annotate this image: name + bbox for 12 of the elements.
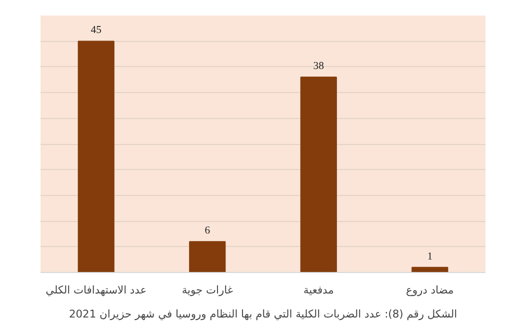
bar bbox=[300, 76, 337, 272]
data-label: 6 bbox=[204, 226, 211, 237]
x-tick-label: مدفعية bbox=[303, 284, 334, 296]
data-label: 45 bbox=[90, 25, 102, 36]
x-tick-label: مضاد دروع bbox=[406, 284, 454, 296]
data-label: 38 bbox=[313, 61, 324, 72]
bar bbox=[78, 40, 114, 272]
text: الشكل رقم (8): عدد الضربات الكلية التي قام بها النظام وروسيا في شهر حزيران 2021 bbox=[68, 308, 458, 320]
data-label: 1 bbox=[427, 251, 433, 262]
bar bbox=[189, 241, 226, 272]
x-tick-label: عدد الاستهدافات الكلي bbox=[46, 284, 147, 296]
x-tick-label: غارات جوية bbox=[182, 284, 234, 296]
